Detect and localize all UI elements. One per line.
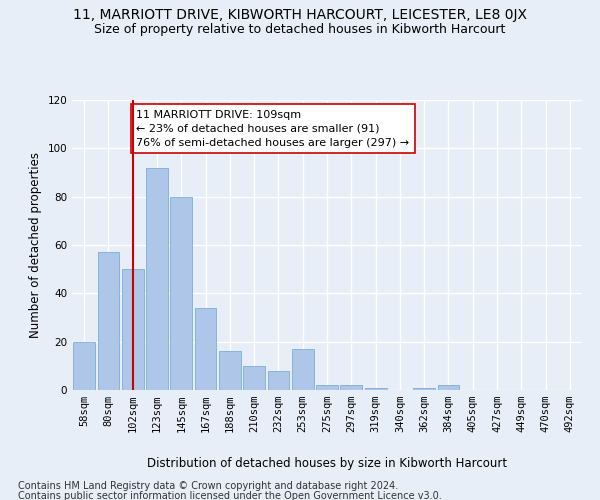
Y-axis label: Number of detached properties: Number of detached properties xyxy=(29,152,42,338)
Bar xyxy=(268,370,289,390)
Bar xyxy=(437,385,460,390)
Bar xyxy=(219,352,241,390)
Bar xyxy=(170,196,192,390)
Bar xyxy=(413,388,435,390)
Text: Contains HM Land Registry data © Crown copyright and database right 2024.: Contains HM Land Registry data © Crown c… xyxy=(18,481,398,491)
Bar xyxy=(292,349,314,390)
Text: 11, MARRIOTT DRIVE, KIBWORTH HARCOURT, LEICESTER, LE8 0JX: 11, MARRIOTT DRIVE, KIBWORTH HARCOURT, L… xyxy=(73,8,527,22)
Bar xyxy=(97,252,119,390)
Bar xyxy=(122,269,143,390)
Bar xyxy=(340,385,362,390)
Text: Size of property relative to detached houses in Kibworth Harcourt: Size of property relative to detached ho… xyxy=(94,22,506,36)
Bar xyxy=(146,168,168,390)
Text: Contains public sector information licensed under the Open Government Licence v3: Contains public sector information licen… xyxy=(18,491,442,500)
Bar xyxy=(316,385,338,390)
Bar xyxy=(365,388,386,390)
Text: 11 MARRIOTT DRIVE: 109sqm
← 23% of detached houses are smaller (91)
76% of semi-: 11 MARRIOTT DRIVE: 109sqm ← 23% of detac… xyxy=(136,110,409,148)
Bar xyxy=(194,308,217,390)
Bar xyxy=(73,342,95,390)
Bar xyxy=(243,366,265,390)
Text: Distribution of detached houses by size in Kibworth Harcourt: Distribution of detached houses by size … xyxy=(147,458,507,470)
